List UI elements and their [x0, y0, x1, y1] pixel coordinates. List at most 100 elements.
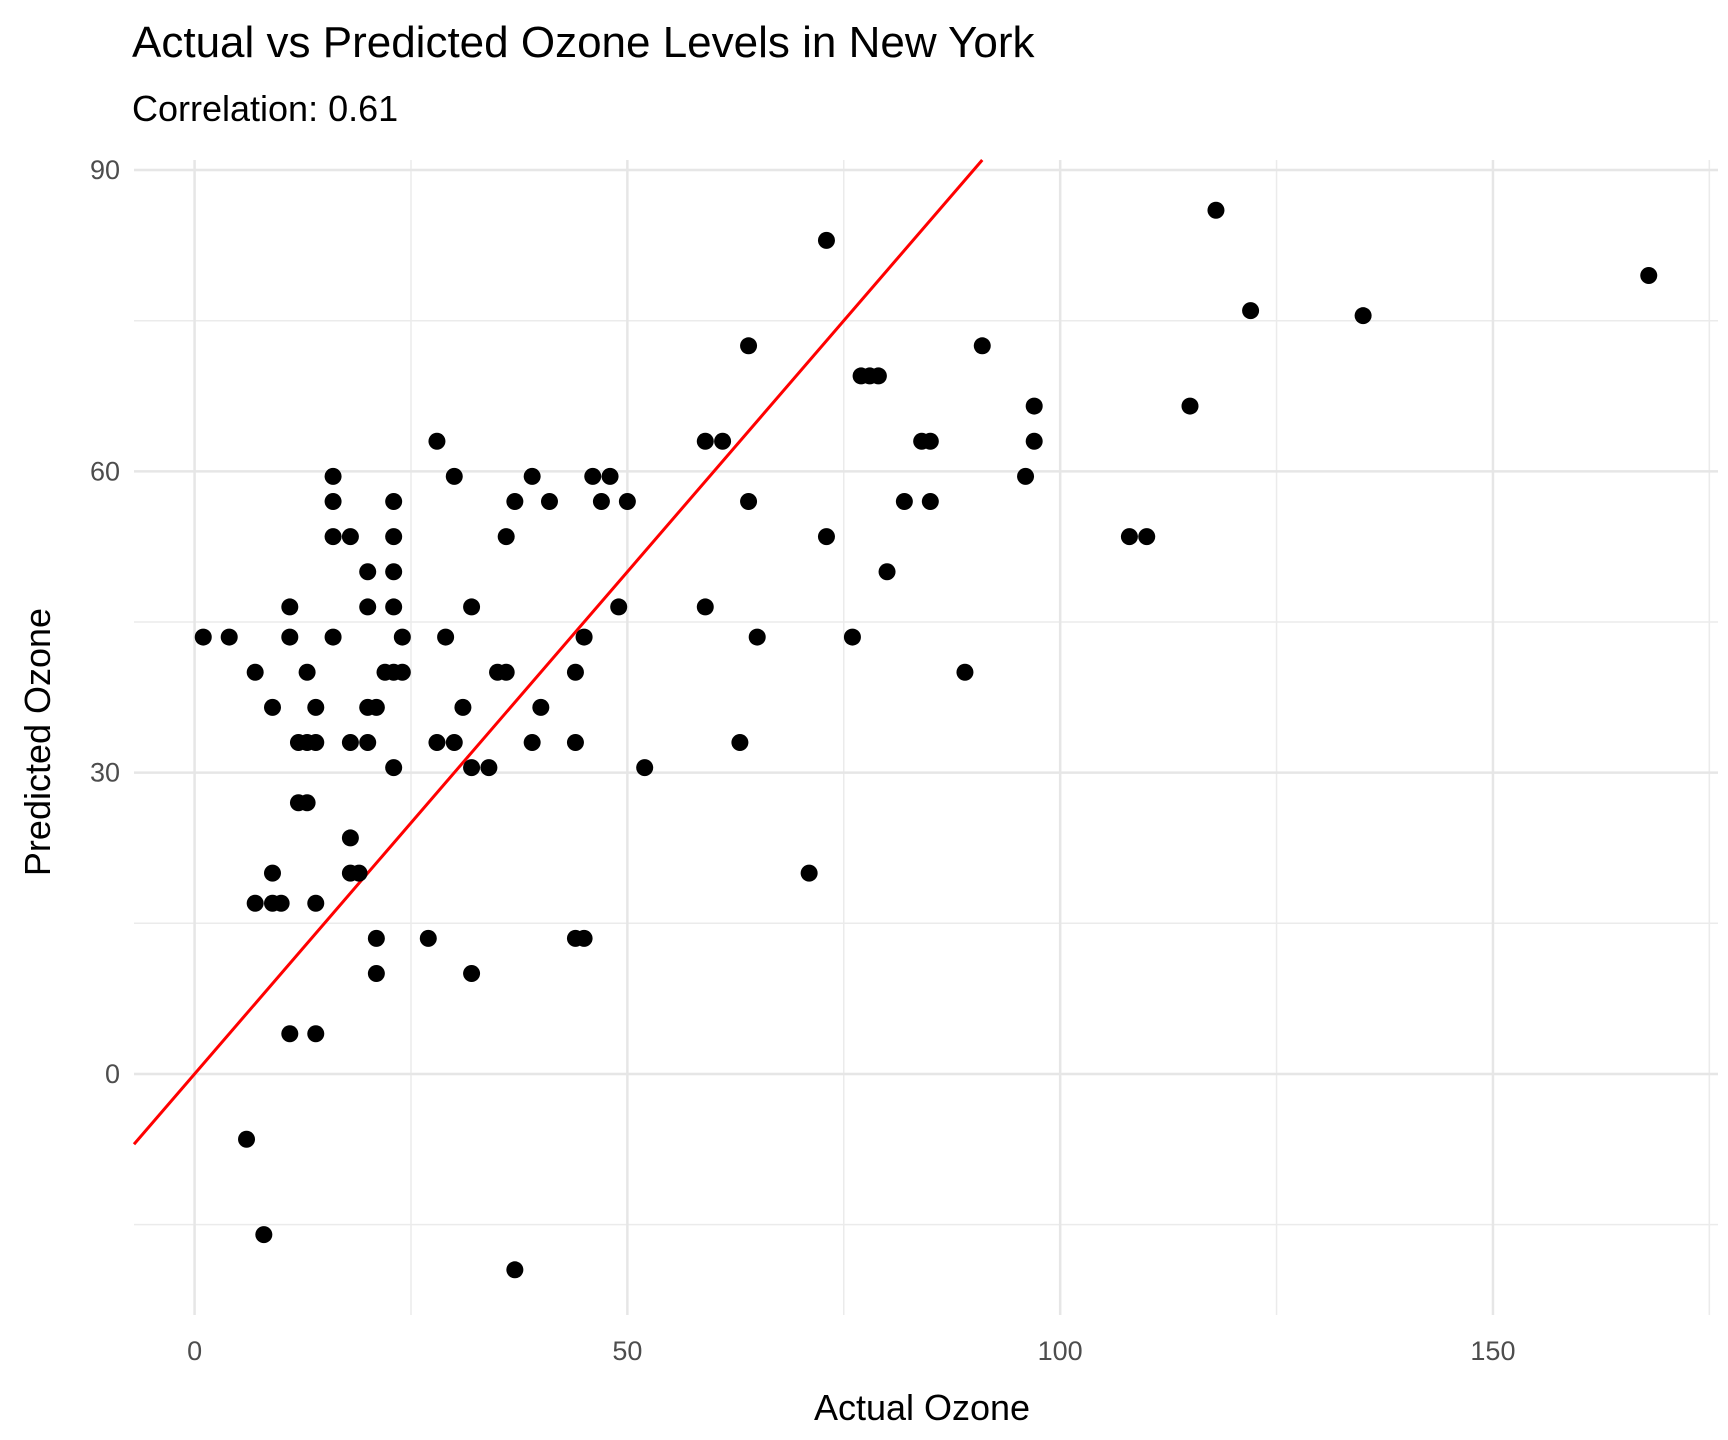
data-point [385, 563, 403, 581]
data-point [385, 598, 403, 616]
data-point [307, 894, 325, 912]
data-point [618, 492, 636, 510]
data-point [1138, 528, 1156, 546]
data-point [463, 598, 481, 616]
data-point [324, 467, 342, 485]
data-point [523, 467, 541, 485]
data-point [1354, 307, 1372, 325]
data-point [324, 628, 342, 646]
data-point [956, 663, 974, 681]
data-point [714, 432, 732, 450]
data-point [463, 759, 481, 777]
data-point [463, 965, 481, 983]
data-point [696, 598, 714, 616]
data-point [532, 698, 550, 716]
y-tick-label: 30 [90, 758, 120, 788]
data-point [480, 759, 498, 777]
data-point [307, 734, 325, 752]
x-axis-ticks: 0 50 100 150 [187, 1336, 1515, 1366]
data-point [281, 598, 299, 616]
data-point [220, 628, 238, 646]
data-point [921, 492, 939, 510]
data-point [194, 628, 212, 646]
data-point [817, 231, 835, 249]
data-point [367, 929, 385, 947]
y-tick-label: 90 [90, 155, 120, 185]
data-point [367, 698, 385, 716]
data-point [263, 864, 281, 882]
data-point [359, 598, 377, 616]
data-point [307, 1025, 325, 1043]
x-tick-label: 0 [187, 1336, 202, 1366]
data-point [246, 663, 264, 681]
reference-line-layer [132, 159, 984, 1146]
data-point [895, 492, 913, 510]
data-point [1025, 432, 1043, 450]
data-point [601, 467, 619, 485]
data-point [740, 337, 758, 355]
data-point [341, 829, 359, 847]
data-point [1207, 201, 1225, 219]
data-point [610, 598, 628, 616]
data-point [281, 628, 299, 646]
data-point [636, 759, 654, 777]
data-point [359, 563, 377, 581]
data-point [566, 734, 584, 752]
data-point [843, 628, 861, 646]
x-tick-label: 50 [612, 1336, 642, 1366]
y-tick-label: 0 [105, 1059, 120, 1089]
data-point [506, 492, 524, 510]
data-point [817, 528, 835, 546]
data-point [748, 628, 766, 646]
data-point [238, 1130, 256, 1148]
data-point [385, 759, 403, 777]
data-point [878, 563, 896, 581]
data-point [1025, 397, 1043, 415]
data-point [246, 894, 264, 912]
data-point [393, 628, 411, 646]
data-point [1640, 267, 1658, 284]
data-point [800, 864, 818, 882]
data-point [385, 492, 403, 510]
data-point [385, 528, 403, 546]
data-point [350, 864, 368, 882]
data-point [298, 794, 316, 812]
minor-gridlines [134, 160, 1718, 1315]
data-point [506, 1261, 524, 1279]
data-point [1017, 467, 1035, 485]
data-point [540, 492, 558, 510]
data-point [393, 663, 411, 681]
data-point [307, 698, 325, 716]
data-point [731, 734, 749, 752]
data-point [454, 698, 472, 716]
data-point [445, 467, 463, 485]
data-point [921, 432, 939, 450]
data-point [263, 698, 281, 716]
data-point [324, 528, 342, 546]
data-point [298, 663, 316, 681]
data-point [497, 528, 515, 546]
data-point [523, 734, 541, 752]
data-point [497, 663, 515, 681]
x-axis-title: Actual Ozone [814, 1387, 1030, 1428]
chart-title: Actual vs Predicted Ozone Levels in New … [132, 18, 1035, 67]
data-point [341, 734, 359, 752]
y-axis-ticks: 0 30 60 90 [90, 155, 120, 1089]
data-point [428, 432, 446, 450]
data-point [973, 337, 991, 355]
data-point [696, 432, 714, 450]
data-point [575, 929, 593, 947]
x-tick-label: 150 [1470, 1336, 1515, 1366]
y-tick-label: 60 [90, 456, 120, 486]
x-tick-label: 100 [1038, 1336, 1083, 1366]
data-point [272, 894, 290, 912]
data-point [445, 734, 463, 752]
data-point [1181, 397, 1199, 415]
data-point [341, 528, 359, 546]
data-point [428, 734, 446, 752]
reference-line [132, 159, 984, 1146]
data-point [575, 628, 593, 646]
data-point [1120, 528, 1138, 546]
data-point [419, 929, 437, 947]
